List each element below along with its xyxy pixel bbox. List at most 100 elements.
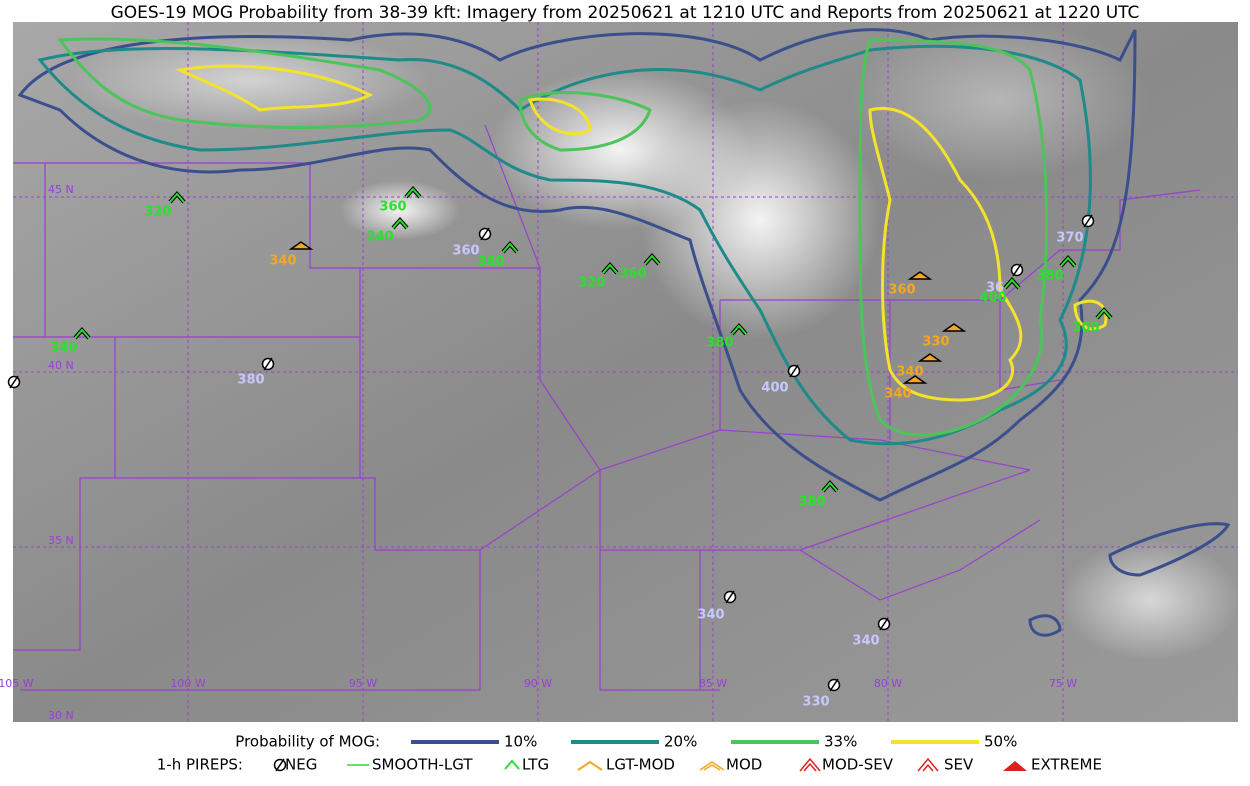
pirep: 340 bbox=[50, 326, 91, 356]
neg-marker bbox=[9, 375, 19, 389]
pirep: 360 bbox=[379, 185, 422, 215]
legend-title: Probability of MOG: bbox=[235, 733, 380, 751]
pirep: 340 bbox=[852, 617, 891, 649]
legend-swatch bbox=[504, 759, 520, 770]
legend-label: MOD-SEV bbox=[822, 756, 894, 774]
pirep: 360 bbox=[888, 271, 933, 298]
pirep: 340 bbox=[269, 241, 314, 269]
legend-swatch bbox=[577, 760, 603, 771]
legend: Probability of MOG: 1-h PIREPS: 10% 20% 33… bbox=[157, 733, 1102, 774]
pirep-label: 360 bbox=[452, 244, 479, 259]
legend-label: MOD bbox=[726, 756, 762, 774]
neg-marker bbox=[1083, 214, 1093, 228]
legend-label: NEG bbox=[285, 756, 317, 774]
ltg-marker bbox=[602, 263, 618, 274]
pirep: 360 bbox=[452, 227, 492, 259]
pirep-label: 340 bbox=[697, 608, 724, 623]
lat-label: 30 N bbox=[48, 709, 74, 722]
lon-label: 90 W bbox=[524, 677, 552, 690]
pirep-label: 380 bbox=[798, 495, 825, 510]
neg-marker bbox=[829, 678, 839, 692]
lgt-mod-marker bbox=[917, 353, 943, 362]
ltg-marker bbox=[1060, 256, 1076, 267]
pirep: 240 bbox=[366, 216, 409, 245]
graticule bbox=[13, 22, 1238, 722]
legend-title: 1-h PIREPS: bbox=[157, 756, 243, 774]
ltg-marker bbox=[405, 187, 421, 198]
pirep: 330 bbox=[802, 678, 841, 710]
cloud bbox=[640, 100, 880, 340]
lgt-mod-marker bbox=[902, 375, 928, 384]
pirep-label: 400 bbox=[761, 381, 788, 396]
pirep: 370 bbox=[1056, 214, 1095, 246]
pirep-label: 340 bbox=[50, 341, 77, 356]
pirep: 380 bbox=[237, 357, 275, 388]
lat-label: 45 N bbox=[48, 183, 74, 196]
neg-marker bbox=[480, 227, 490, 241]
pirep: 340 bbox=[697, 590, 737, 623]
pirep: 320 bbox=[578, 261, 619, 291]
ltg-marker bbox=[822, 481, 838, 492]
pirep-label: 330 bbox=[922, 335, 949, 350]
lgt-mod-marker bbox=[941, 323, 967, 332]
pirep: 380 bbox=[1036, 254, 1077, 284]
legend-label: 20% bbox=[664, 733, 697, 751]
pirep: 340 bbox=[896, 353, 943, 380]
pirep-label: 340 bbox=[896, 365, 923, 380]
pirep-label: 400 bbox=[979, 291, 1006, 306]
neg-marker bbox=[263, 357, 273, 371]
ltg-marker bbox=[169, 192, 185, 203]
pirep: 360 bbox=[619, 252, 661, 282]
lon-label: 80 W bbox=[874, 677, 902, 690]
lon-label: 95 W bbox=[349, 677, 377, 690]
pirep: 400 bbox=[979, 276, 1021, 306]
legend-swatch bbox=[1003, 761, 1027, 771]
ltg-marker bbox=[731, 324, 747, 335]
pirep-label: 240 bbox=[366, 230, 393, 245]
cloud bbox=[340, 180, 460, 240]
ltg-marker bbox=[392, 218, 408, 229]
pirep: 380 bbox=[706, 322, 748, 351]
ltg-marker bbox=[644, 254, 660, 265]
pirep-label: 300 bbox=[1072, 321, 1099, 336]
neg-marker bbox=[789, 364, 799, 378]
neg-marker bbox=[275, 758, 285, 772]
legend-label: 33% bbox=[824, 733, 857, 751]
pirep: 380 bbox=[798, 479, 839, 510]
pirep: 360 bbox=[477, 240, 519, 270]
legend-label: SMOOTH-LGT bbox=[372, 756, 473, 774]
pirep-label: 360 bbox=[619, 267, 646, 282]
lon-label: 75 W bbox=[1049, 677, 1077, 690]
legend-label: SEV bbox=[944, 756, 974, 774]
legend-label: 10% bbox=[504, 733, 537, 751]
legend-label: LTG bbox=[522, 756, 549, 774]
neg-marker bbox=[879, 617, 889, 631]
pirep-label: 320 bbox=[578, 276, 605, 291]
pirep: 400 bbox=[761, 364, 801, 396]
lon-label: 85 W bbox=[699, 677, 727, 690]
ltg-marker bbox=[1004, 278, 1020, 289]
pirep-label: 340 bbox=[852, 634, 879, 649]
pirep-label: 360 bbox=[888, 283, 915, 298]
pirep-label: 340 bbox=[269, 254, 296, 269]
pirep-label: 36 bbox=[986, 281, 1004, 296]
legend-label: LGT-MOD bbox=[606, 756, 675, 774]
pirep: 36 bbox=[986, 263, 1024, 296]
neg-marker bbox=[1012, 263, 1022, 277]
pirep-label: 360 bbox=[379, 200, 406, 215]
lat-label: 40 N bbox=[48, 359, 74, 372]
cloud bbox=[1060, 540, 1240, 660]
ltg-marker bbox=[74, 328, 90, 339]
legend-swatch bbox=[917, 757, 939, 772]
pirep: 340 bbox=[884, 375, 928, 402]
legend-label: 50% bbox=[984, 733, 1017, 751]
pirep-label: 380 bbox=[706, 336, 733, 351]
pirep: 320 bbox=[144, 190, 186, 220]
pirep-label: 380 bbox=[237, 373, 264, 388]
pirep-label: 360 bbox=[477, 255, 504, 270]
neg-marker bbox=[725, 590, 735, 604]
legend-label: EXTREME bbox=[1031, 756, 1102, 774]
contours bbox=[17, 28, 1231, 637]
pirep-label: 340 bbox=[884, 387, 911, 402]
